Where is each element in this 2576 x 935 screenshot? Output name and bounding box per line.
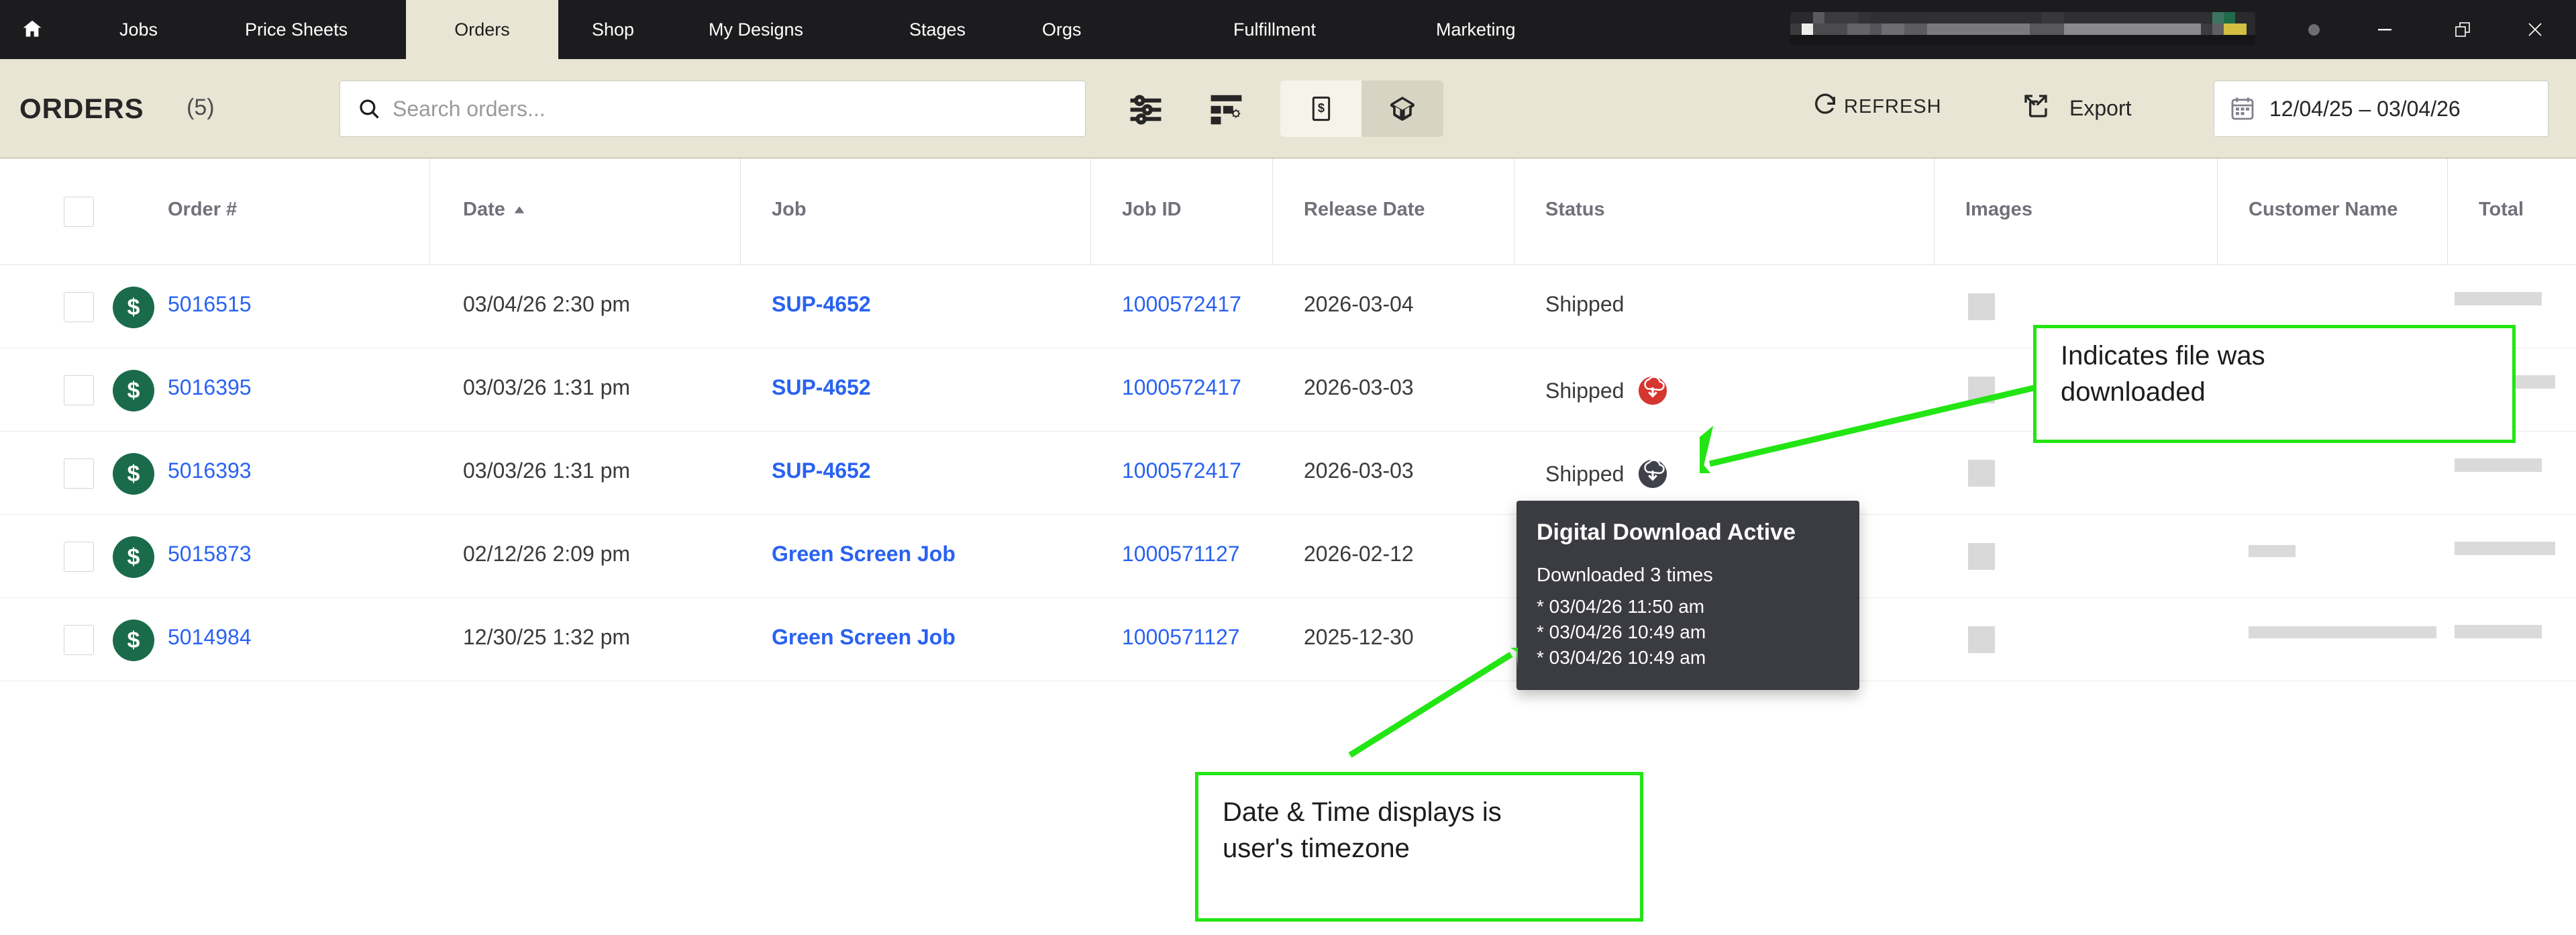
svg-text:$: $: [1317, 101, 1324, 115]
